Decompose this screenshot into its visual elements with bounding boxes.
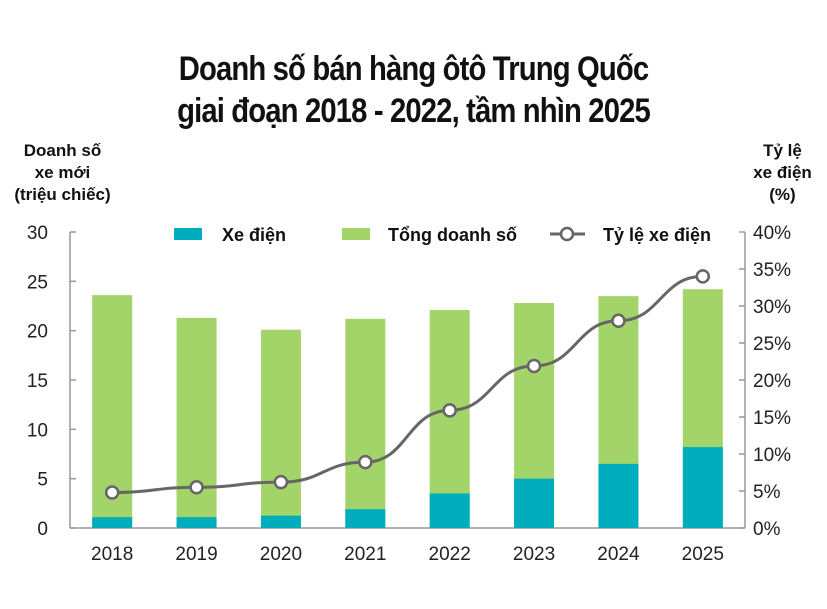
x-tick-label: 2024 xyxy=(597,544,640,565)
ev-rate-point xyxy=(442,403,457,418)
y2-tick-label: 35% xyxy=(753,260,791,281)
y-axis-label-line: (triệu chiếc) xyxy=(14,185,111,204)
y-axis-label-line: Doanh số xyxy=(23,141,102,160)
bar-ev xyxy=(429,493,470,528)
bar-ev xyxy=(598,463,639,528)
x-tick-label: 2022 xyxy=(429,544,471,565)
bar-ev xyxy=(176,517,217,528)
x-tick-label: 2021 xyxy=(344,544,386,565)
y2-tick-label: 40% xyxy=(753,223,791,244)
bar-ev xyxy=(514,478,555,528)
bar-total xyxy=(429,309,470,528)
y2-tick-label: 20% xyxy=(753,371,791,392)
y2-axis-label-line: (%) xyxy=(769,185,796,204)
x-tick-label: 2019 xyxy=(175,544,217,565)
legend-swatch-ev xyxy=(174,228,202,240)
bar-total xyxy=(176,317,217,528)
legend-label-rate: Tỷ lệ xe điện xyxy=(603,225,711,245)
legend-label-ev: Xe điện xyxy=(222,225,286,245)
x-tick-label: 2025 xyxy=(682,544,724,565)
bar-total xyxy=(345,318,386,528)
y2-tick-label: 5% xyxy=(753,482,781,503)
y2-axis-label: Tỷ lệ xe điện (%) xyxy=(740,140,825,206)
y-axis-label-line: xe mới xyxy=(34,163,91,182)
x-tick-label: 2020 xyxy=(260,544,302,565)
y-tick-label: 30 xyxy=(27,223,48,244)
y-tick-label: 10 xyxy=(27,420,48,441)
y2-tick-label: 25% xyxy=(753,334,791,355)
y2-tick-label: 0% xyxy=(753,519,781,540)
ev-rate-point xyxy=(358,454,373,470)
legend-marker-rate xyxy=(559,226,575,242)
bar-ev xyxy=(92,517,133,528)
chart-title-line1: Doanh số bán hàng ôtô Trung Quốc xyxy=(178,50,649,88)
y-tick-label: 0 xyxy=(37,519,48,540)
ev-rate-point xyxy=(695,269,711,284)
bar-ev xyxy=(260,515,301,528)
y-tick-label: 25 xyxy=(27,272,48,293)
ev-rate-point xyxy=(273,474,289,490)
bar-ev xyxy=(345,509,386,528)
ev-rate-point xyxy=(104,485,120,500)
x-tick-label: 2023 xyxy=(513,544,555,565)
y2-axis-label-line: Tỷ lệ xyxy=(763,141,802,160)
y2-axis-label-line: xe điện xyxy=(753,163,812,182)
y2-tick-label: 10% xyxy=(753,445,791,466)
ev-rate-point xyxy=(526,358,542,374)
ev-rate-point xyxy=(189,480,204,495)
chart-title-line2: giai đoạn 2018 - 2022, tầm nhìn 2025 xyxy=(177,92,651,130)
y-axis-label: Doanh số xe mới (triệu chiếc) xyxy=(0,140,125,206)
y-tick-label: 5 xyxy=(37,470,48,491)
y2-tick-label: 30% xyxy=(753,297,791,318)
ev-rate-point xyxy=(611,313,626,329)
bar-total xyxy=(260,329,301,528)
legend-swatch-total xyxy=(342,228,370,240)
y2-tick-label: 15% xyxy=(753,408,791,429)
y-tick-label: 15 xyxy=(27,371,48,392)
bar-ev xyxy=(682,447,723,528)
y-tick-label: 20 xyxy=(27,322,48,343)
x-tick-label: 2018 xyxy=(91,544,133,565)
legend-label-total: Tổng doanh số xyxy=(388,225,517,245)
